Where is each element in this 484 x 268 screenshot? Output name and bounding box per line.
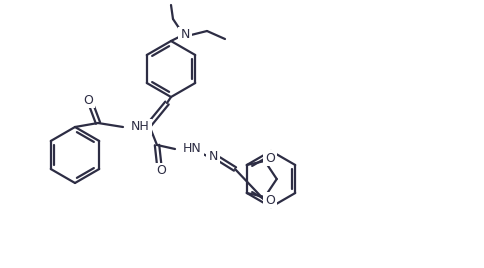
Text: NH: NH bbox=[131, 121, 150, 133]
Text: O: O bbox=[264, 151, 274, 165]
Text: O: O bbox=[156, 165, 166, 177]
Text: N: N bbox=[180, 28, 189, 42]
Text: N: N bbox=[208, 151, 217, 163]
Text: O: O bbox=[264, 193, 274, 207]
Text: O: O bbox=[83, 94, 93, 106]
Text: HN: HN bbox=[182, 143, 201, 155]
